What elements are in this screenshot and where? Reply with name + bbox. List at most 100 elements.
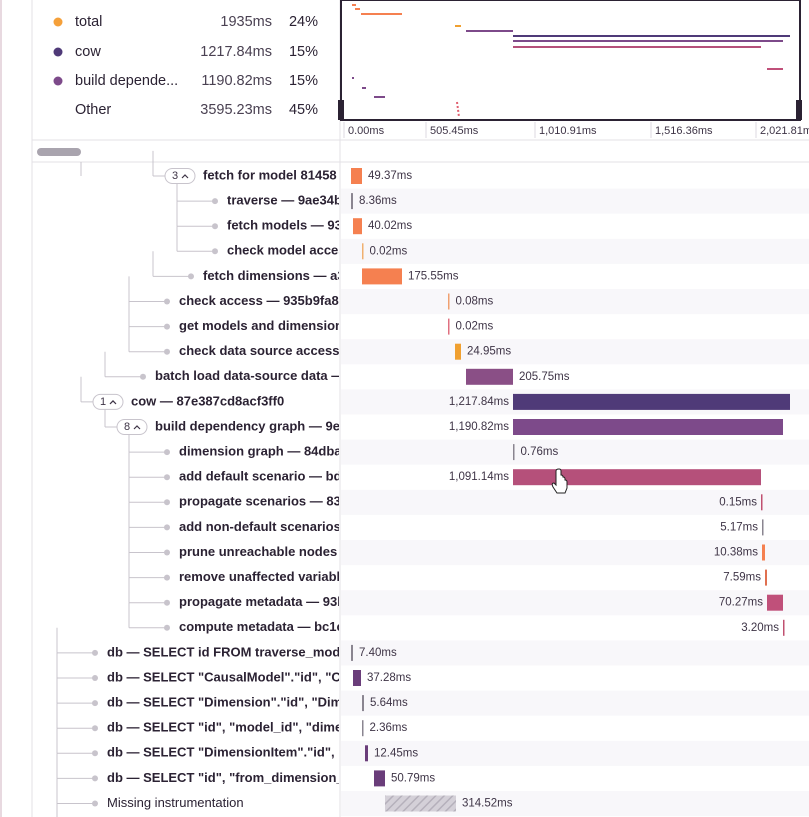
span-label[interactable]: fetch models — 93 <box>227 218 342 233</box>
span-label[interactable]: db — SELECT "id", "from_dimension_id", <box>107 770 365 785</box>
span-label[interactable]: Missing instrumentation <box>107 795 244 810</box>
tree-dot <box>140 373 146 380</box>
span-bar[interactable] <box>466 368 513 385</box>
legend-percent: 24% <box>289 14 318 30</box>
span-duration: 2.36ms <box>370 722 408 734</box>
badge-count: 8 <box>124 421 130 433</box>
span-bar[interactable] <box>362 720 364 737</box>
row-stripe <box>341 188 809 214</box>
span-bar[interactable] <box>385 795 456 812</box>
span-bar[interactable] <box>362 268 402 285</box>
scrollbar[interactable] <box>37 148 81 156</box>
span-duration: 8.36ms <box>359 195 397 207</box>
row-stripe <box>341 690 809 716</box>
tree-dot <box>164 549 170 556</box>
tree-dot <box>212 198 218 205</box>
span-bar[interactable] <box>448 318 450 335</box>
span-bar[interactable] <box>351 644 353 661</box>
span-bar[interactable] <box>765 569 767 586</box>
tree-dot <box>164 624 170 631</box>
collapse-badge[interactable] <box>164 168 196 184</box>
span-bar[interactable] <box>767 594 783 611</box>
span-duration: 70.27ms <box>719 597 763 609</box>
span-duration: 40.02ms <box>368 220 412 232</box>
legend-percent: 15% <box>289 44 318 60</box>
span-label[interactable]: dimension graph — 84dbaf <box>179 444 347 459</box>
span-label[interactable]: build dependency graph — 9e5 <box>155 418 347 433</box>
span-bar[interactable] <box>513 469 761 486</box>
span-label[interactable]: db — SELECT "CausalModel"."id", "Causal <box>107 669 374 684</box>
span-bar[interactable] <box>362 695 364 712</box>
span-label[interactable]: prune unreachable nodes - <box>179 544 345 559</box>
tree-dot <box>164 323 170 330</box>
tree-dot <box>164 499 170 506</box>
span-label[interactable]: propagate metadata — 93b <box>179 594 345 609</box>
legend-dot <box>53 47 63 57</box>
span-duration: 314.52ms <box>462 798 513 810</box>
span-label[interactable]: db — SELECT "id", "model_id", "dimensio <box>107 720 369 735</box>
span-duration: 0.02ms <box>370 245 408 257</box>
span-bar[interactable] <box>761 494 763 511</box>
span-label[interactable]: fetch for model 81458 <box>203 167 337 182</box>
tree-dot <box>92 675 98 681</box>
collapse-badge[interactable] <box>92 393 124 410</box>
tree-dot <box>212 223 218 230</box>
span-label[interactable]: add non-default scenarios <box>179 519 341 534</box>
tree-dot <box>164 524 170 531</box>
span-duration: 0.15ms <box>719 496 757 508</box>
span-label[interactable]: db — SELECT "DimensionItem"."id", "Dim <box>107 745 369 760</box>
span-bar[interactable] <box>762 519 764 536</box>
minimap-span <box>456 101 460 118</box>
span-label[interactable]: check access — 935b9fa86 <box>179 293 346 308</box>
span-label[interactable]: compute metadata — bc1c <box>179 619 344 634</box>
span-label[interactable]: cow — 87e387cd8acf3ff0 <box>131 393 284 408</box>
span-label[interactable]: propagate scenarios — 83e <box>179 494 348 509</box>
span-bar[interactable] <box>351 168 362 184</box>
span-rows: 3 fetch for model 81458 49.37ms traverse — … <box>56 150 809 817</box>
legend-percent: 15% <box>289 73 318 89</box>
span-label[interactable]: add default scenario — bdc <box>179 469 349 484</box>
caret-icon <box>181 174 189 179</box>
span-duration: 175.55ms <box>408 270 459 282</box>
span-bar[interactable] <box>513 393 790 410</box>
span-label[interactable]: get models and dimensions <box>179 318 350 333</box>
legend-duration: 1217.84ms <box>200 44 272 60</box>
span-label[interactable]: db — SELECT id FROM traverse_models( <box>107 644 363 659</box>
span-bar[interactable] <box>762 544 765 561</box>
span-bar[interactable] <box>374 770 385 787</box>
tick-label: 505.45ms <box>430 125 479 137</box>
tick-label: 1,516.36ms <box>655 125 713 137</box>
span-duration: 1,217.84ms <box>449 396 509 408</box>
span-duration: 37.28ms <box>367 672 411 684</box>
span-bar[interactable] <box>351 193 353 210</box>
span-bar[interactable] <box>362 243 364 260</box>
badge-count: 1 <box>100 396 106 408</box>
tree-dot <box>164 449 170 456</box>
span-bar[interactable] <box>513 444 515 461</box>
span-bar[interactable] <box>783 619 785 636</box>
span-label[interactable]: remove unaffected variabl <box>179 569 340 584</box>
span-bar[interactable] <box>448 293 450 310</box>
tree-dot <box>92 649 98 656</box>
span-label[interactable]: check data source access <box>179 343 339 358</box>
minimap-handle[interactable] <box>338 100 344 120</box>
span-label[interactable]: db — SELECT "Dimension"."id", "Dimensic <box>107 695 375 710</box>
span-bar[interactable] <box>353 218 362 235</box>
span-duration: 0.76ms <box>521 446 559 458</box>
span-bar[interactable] <box>513 419 783 435</box>
span-label[interactable]: batch load data-source data — <box>155 368 344 383</box>
span-label[interactable]: traverse — 9ae34b <box>227 193 342 208</box>
legend-name: cow <box>75 44 101 60</box>
span-duration: 5.64ms <box>370 697 408 709</box>
span-bar[interactable] <box>365 745 368 762</box>
span-label[interactable]: check model acces <box>227 243 346 258</box>
span-bar[interactable] <box>455 343 461 360</box>
tree-dot <box>164 474 170 481</box>
minimap-handle[interactable] <box>796 100 802 120</box>
span-duration: 205.75ms <box>519 371 570 383</box>
span-bar[interactable] <box>353 670 361 686</box>
span-label[interactable]: fetch dimensions — a3 <box>203 268 345 283</box>
legend-percent: 45% <box>289 102 318 118</box>
span-duration: 1,190.82ms <box>449 421 509 433</box>
collapse-badge[interactable] <box>116 419 148 435</box>
